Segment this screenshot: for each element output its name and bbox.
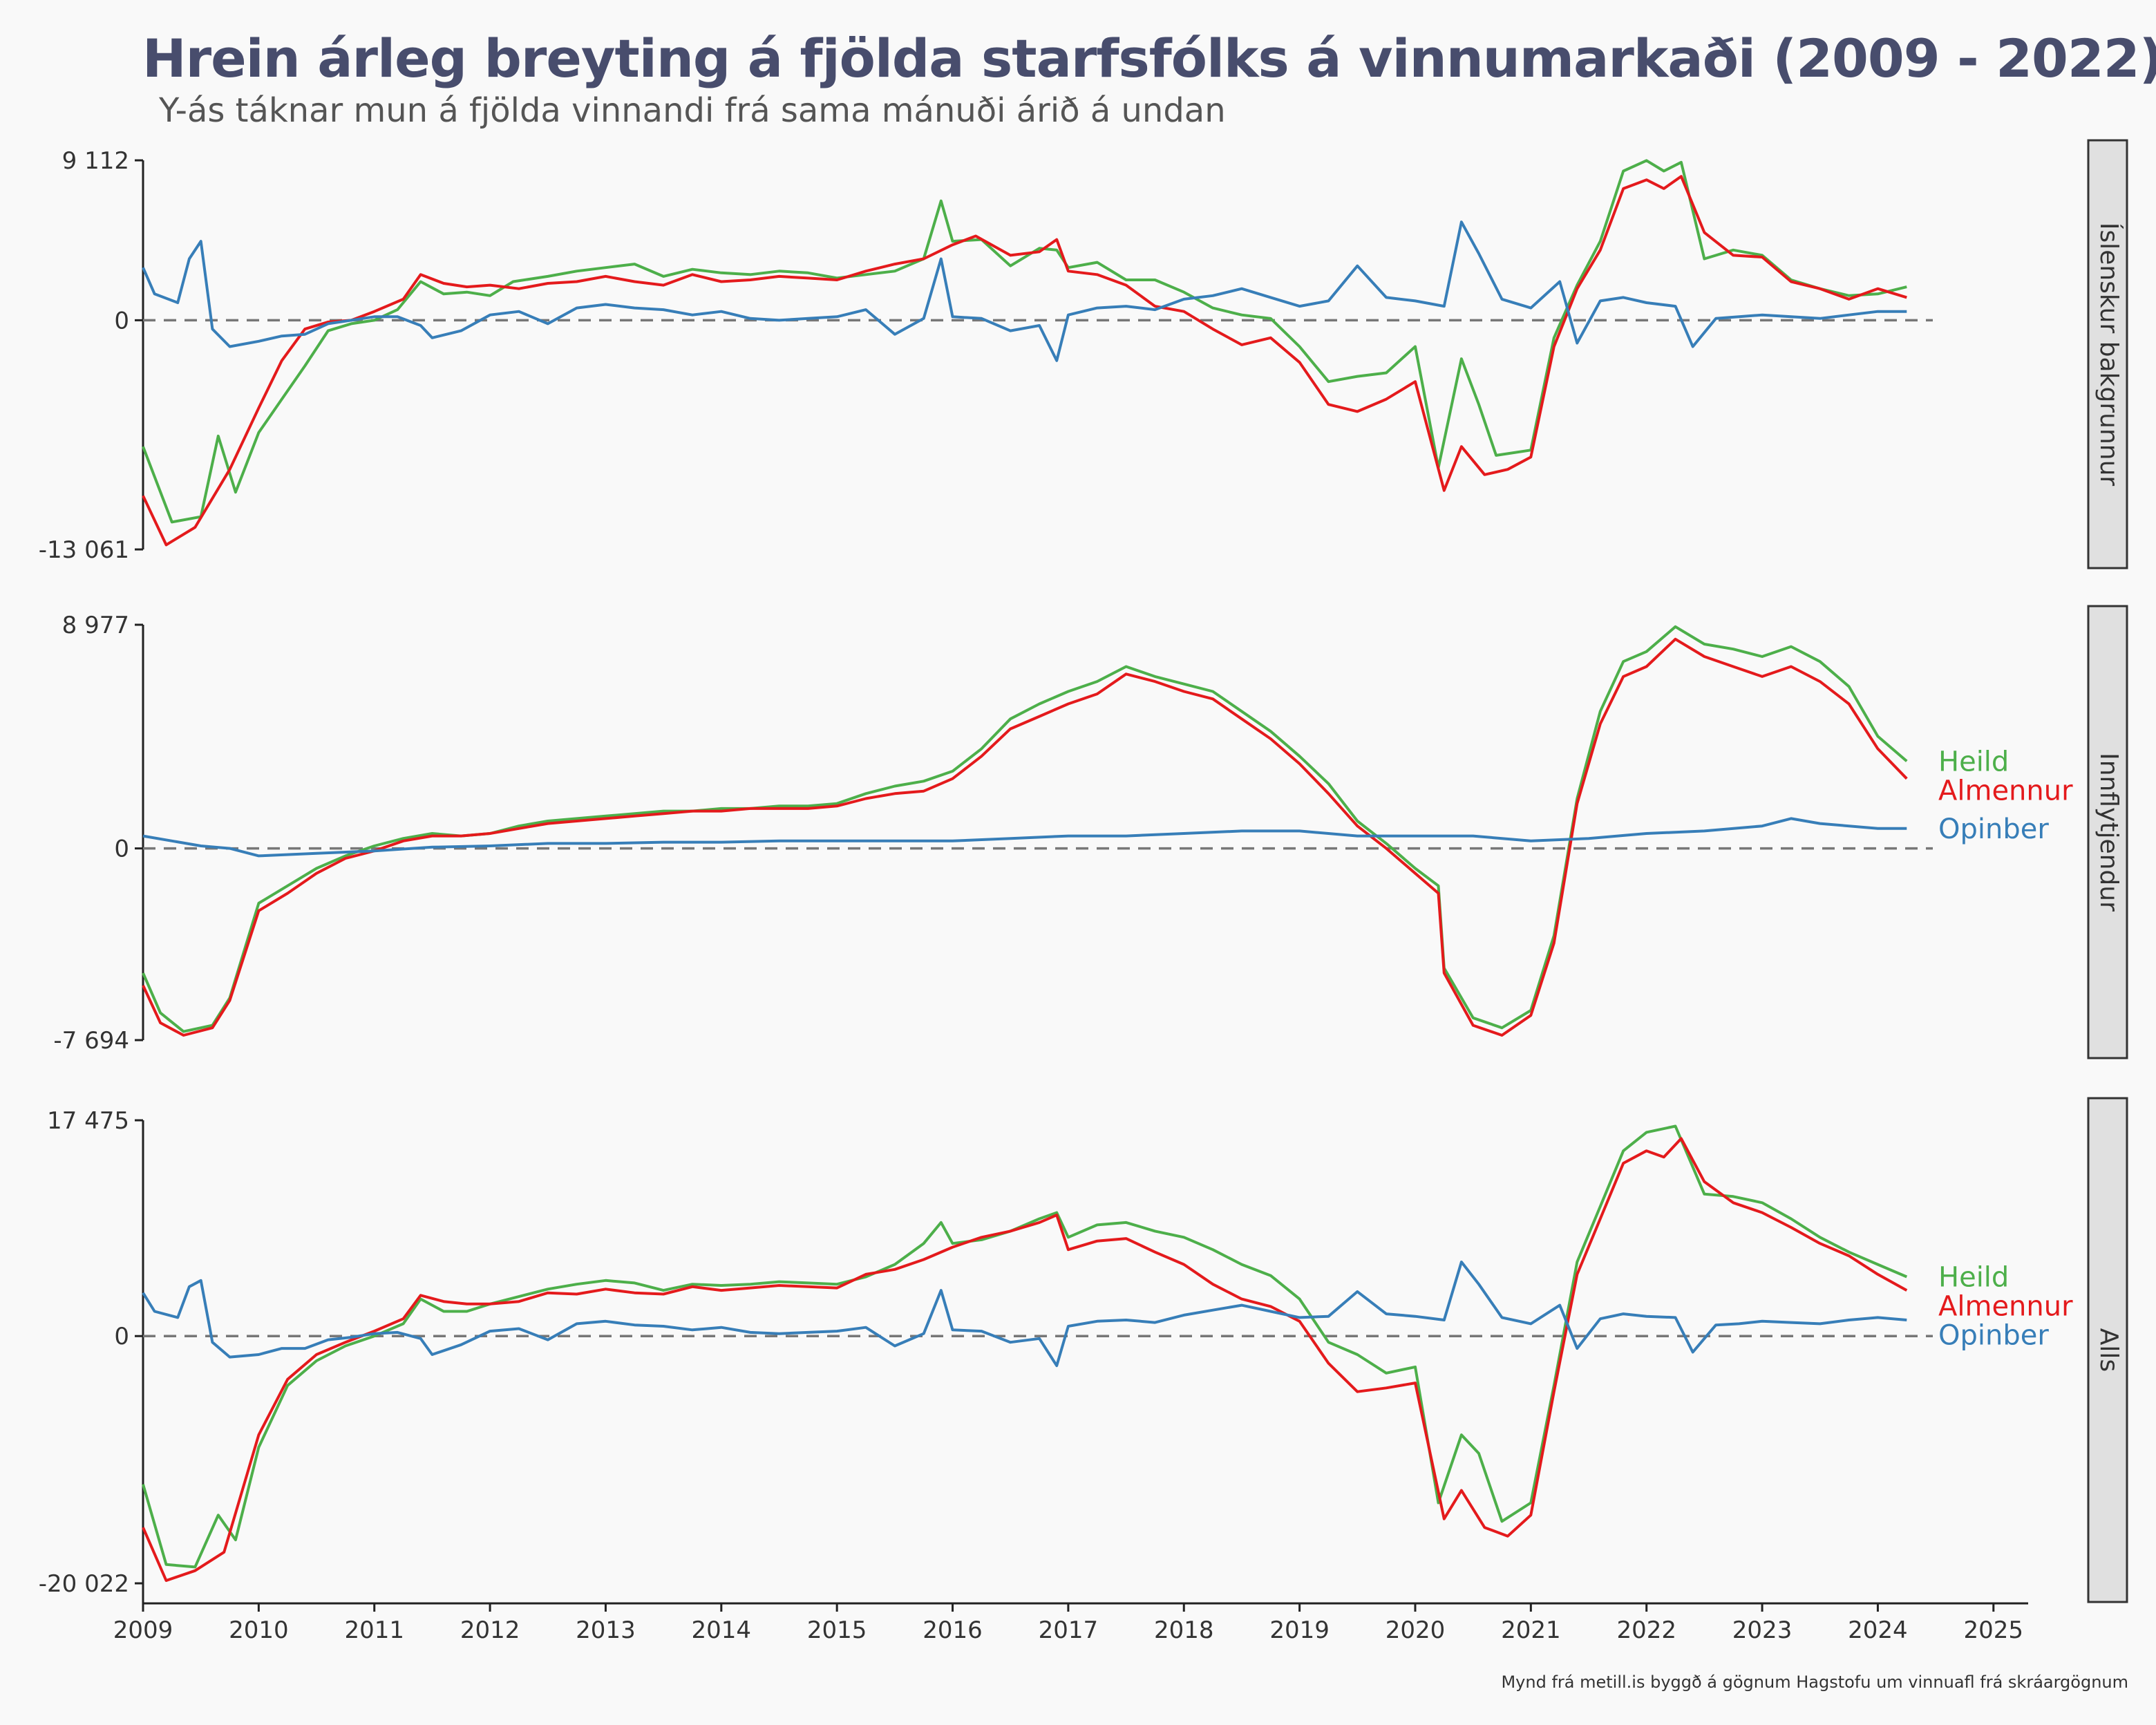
x-tick-label: 2014 [692, 1616, 752, 1644]
series-line-almennur [142, 637, 1908, 1037]
y-tick-label: 0 [114, 307, 129, 334]
series-end-label: Opinber [1938, 1319, 2049, 1351]
series-line-heild [142, 1124, 1908, 1569]
y-tick-label: 0 [114, 836, 129, 863]
x-tick-label: 2024 [1848, 1616, 1908, 1644]
series-line-heild [142, 159, 1907, 524]
y-tick-label: -7 694 [53, 1027, 129, 1055]
facet-strip-label: Alls [2094, 1328, 2123, 1372]
x-tick-label: 2013 [576, 1616, 636, 1644]
x-tick-label: 2021 [1501, 1616, 1561, 1644]
y-tick-label: 0 [114, 1323, 129, 1350]
series-line-almennur [142, 175, 1907, 547]
chart-subtitle: Y-ás táknar mun á fjölda vinnandi frá sa… [159, 91, 1226, 130]
y-tick-label: 9 112 [62, 147, 129, 175]
x-tick-label: 2016 [923, 1616, 983, 1644]
series-end-label: Heild [1938, 1261, 2009, 1293]
y-tick-label: 8 977 [62, 612, 129, 639]
chart-title: Hrein árleg breyting á fjölda starfsfólk… [142, 28, 2156, 89]
x-tick-label: 2023 [1732, 1616, 1793, 1644]
x-tick-label: 2020 [1386, 1616, 1446, 1644]
series-end-label: Heild [1938, 746, 2009, 777]
series-line-opinber [142, 220, 1907, 362]
series-line-almennur [142, 1137, 1908, 1582]
facet-strip-label: Innflytjendur [2094, 753, 2123, 912]
x-tick-label: 2011 [344, 1616, 404, 1644]
facet-strip [2087, 139, 2128, 569]
series-end-label: Almennur [1938, 775, 2073, 807]
x-tick-label: 2012 [460, 1616, 520, 1644]
x-tick-label: 2018 [1154, 1616, 1214, 1644]
x-tick-label: 2010 [229, 1616, 289, 1644]
series-line-opinber [142, 1261, 1907, 1368]
x-tick-label: 2017 [1039, 1616, 1099, 1644]
y-tick-label: -20 022 [39, 1570, 129, 1598]
facet-strip [2087, 1097, 2128, 1603]
series-line-heild [142, 625, 1908, 1033]
x-tick-label: 2025 [1964, 1616, 2024, 1644]
x-tick-label: 2022 [1616, 1616, 1676, 1644]
x-tick-label: 2015 [807, 1616, 867, 1644]
x-tick-label: 2019 [1269, 1616, 1330, 1644]
y-tick-label: 17 475 [47, 1107, 129, 1135]
facet-strip-label: Íslenskur bakgrunnur [2094, 223, 2124, 487]
series-end-label: Almennur [1938, 1290, 2073, 1322]
chart-caption: Mynd frá metill.is byggð á gögnum Hagsto… [1501, 1672, 2128, 1692]
series-end-label: Opinber [1938, 813, 2049, 845]
series-line-opinber [142, 817, 1907, 858]
x-tick-label: 2009 [113, 1616, 173, 1644]
facet-strip [2087, 605, 2128, 1059]
y-tick-label: -13 061 [39, 536, 129, 564]
